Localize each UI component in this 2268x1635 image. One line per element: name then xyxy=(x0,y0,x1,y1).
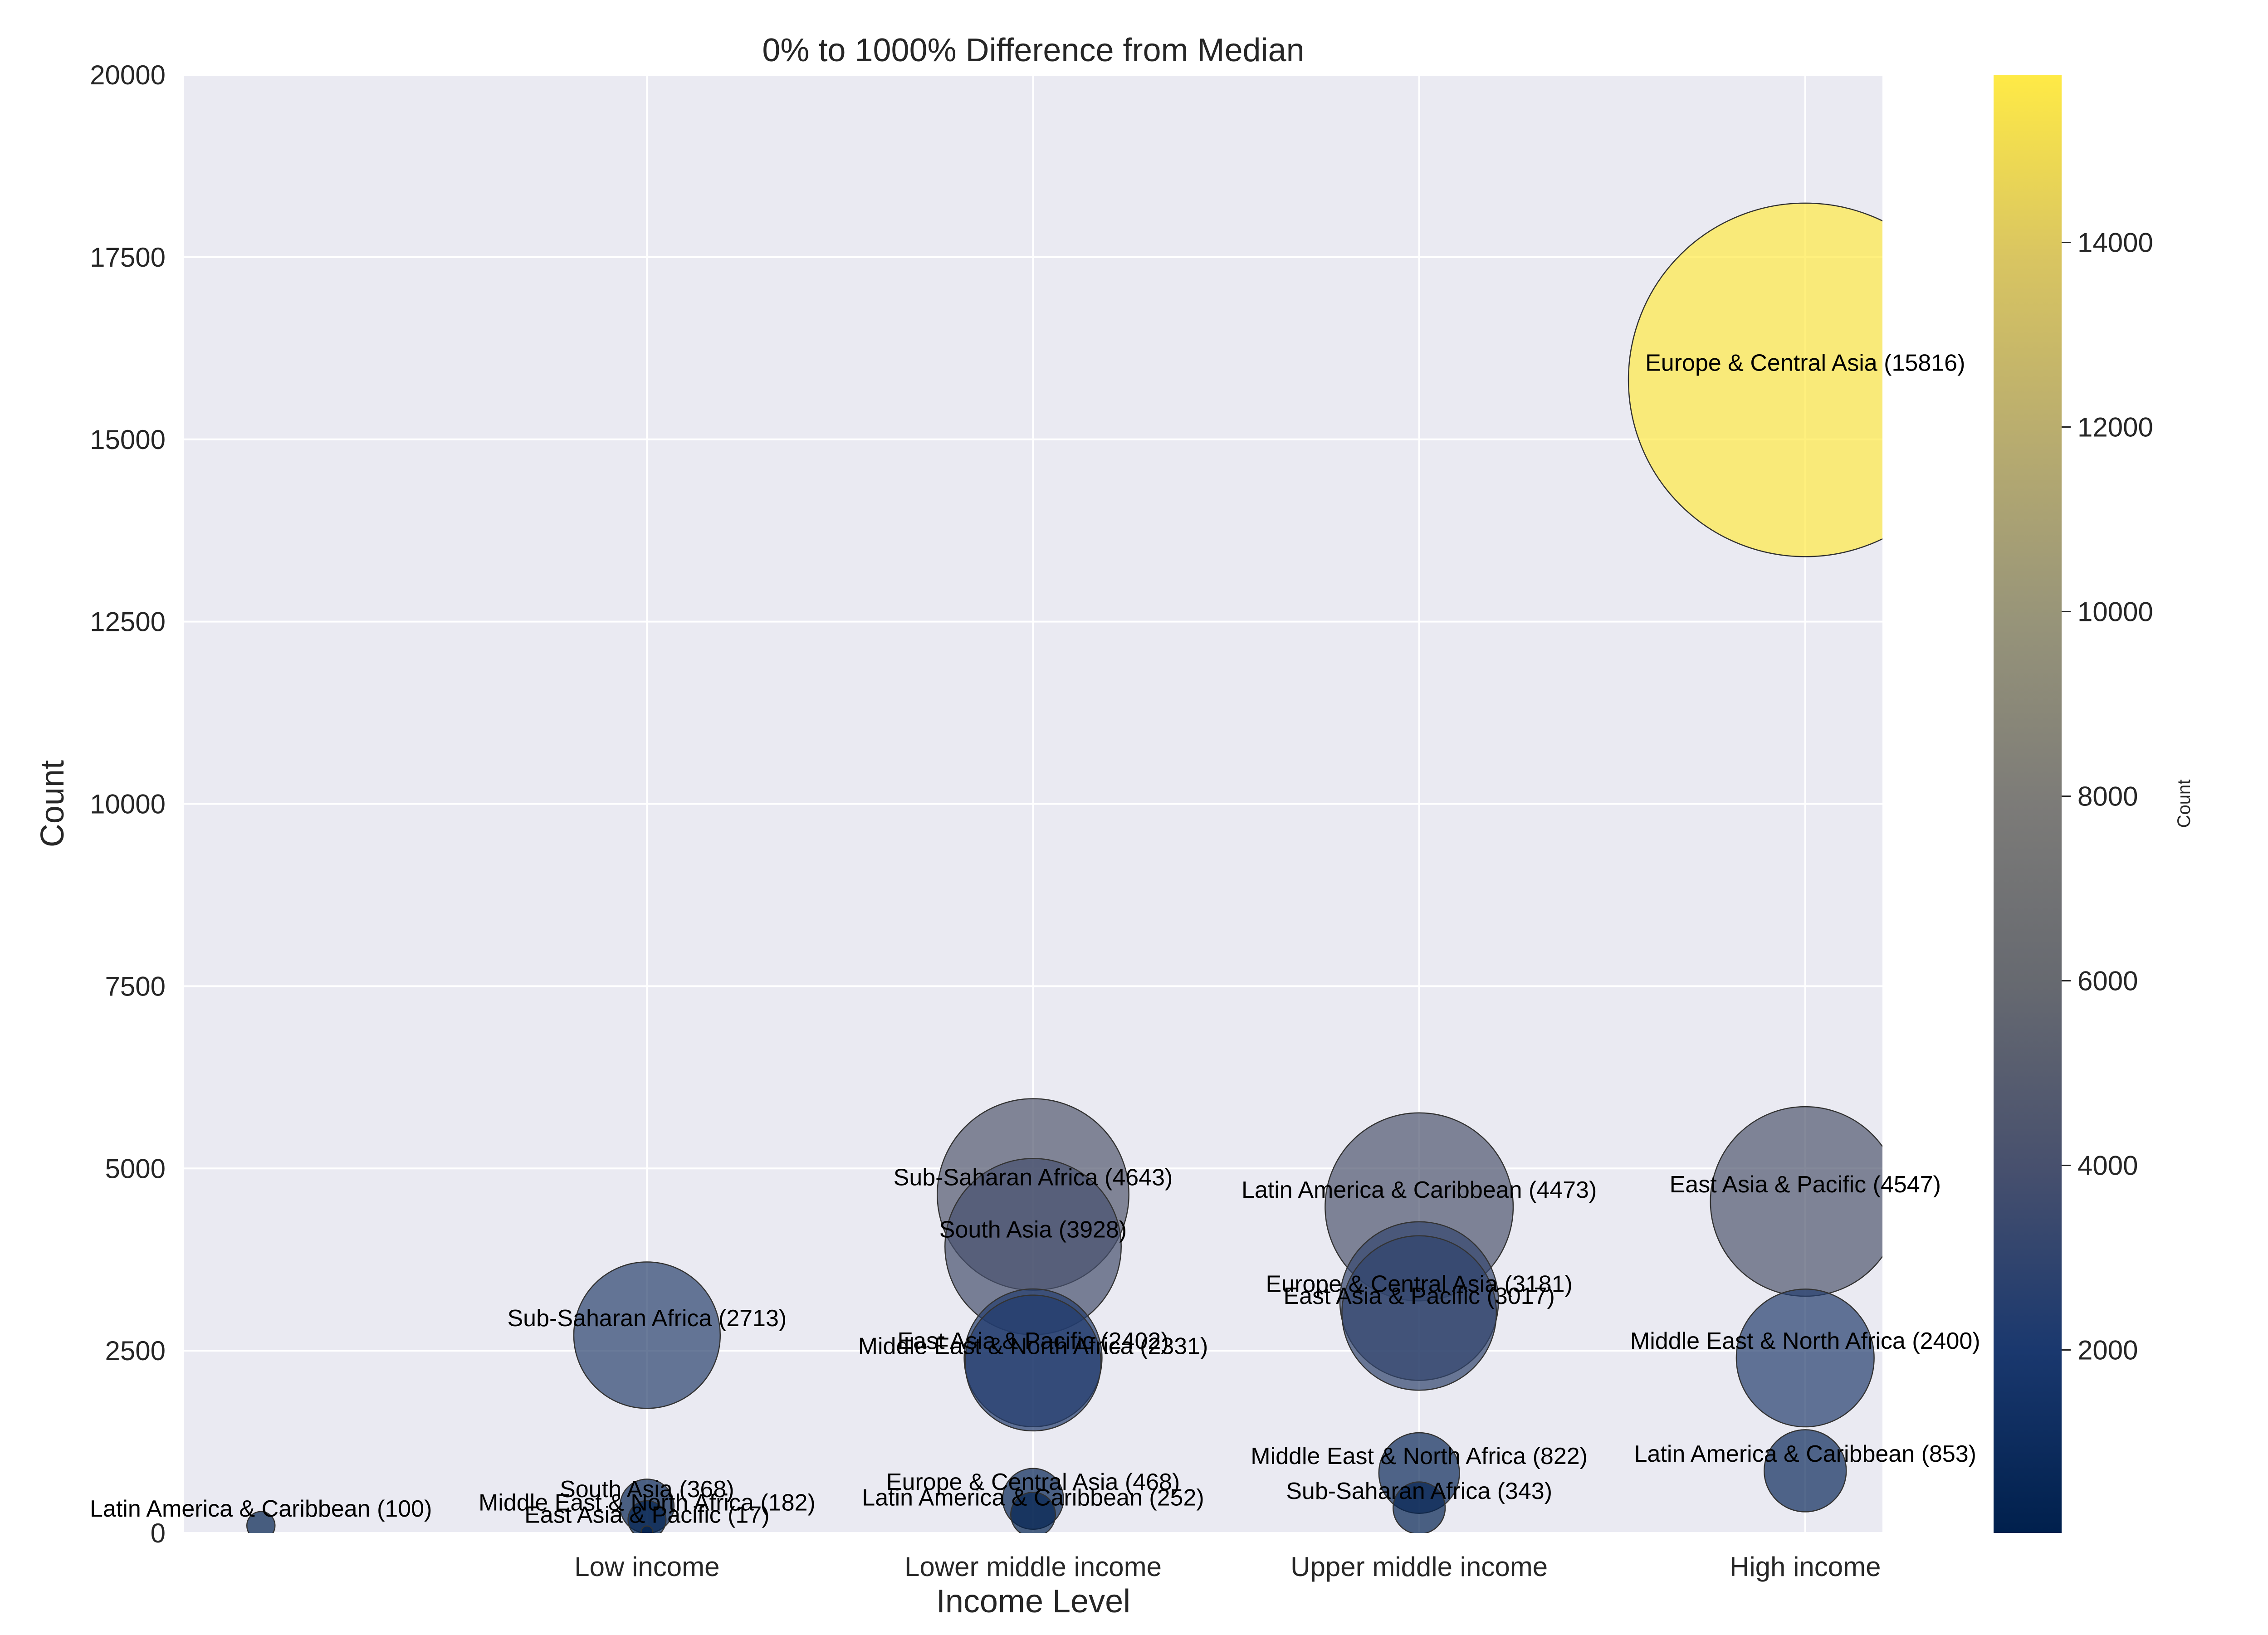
point-label: East Asia & Pacific (17) xyxy=(524,1502,769,1528)
point-label: Sub-Saharan Africa (4643) xyxy=(894,1165,1173,1191)
point-labels: Sub-Saharan Africa (2713) South Asia (368… xyxy=(90,350,1980,1528)
point-label: Europe & Central Asia (468) xyxy=(886,1469,1180,1495)
point-label: Middle East & North Africa (2400) xyxy=(1630,1328,1980,1354)
point-label: Middle East & North Africa (2331) xyxy=(858,1333,1208,1359)
bubble xyxy=(1341,1235,1497,1391)
y-tick-labels: 0 2500 5000 7500 10000 12500 15000 17500 20000 xyxy=(90,60,166,1548)
y-tick-label: 20000 xyxy=(90,60,166,90)
y-tick-label: 7500 xyxy=(105,971,166,1001)
point-label: Sub-Saharan Africa (2713) xyxy=(508,1305,787,1332)
colorbar-tick-label: 12000 xyxy=(2077,412,2153,443)
point-label: South Asia (368) xyxy=(560,1476,734,1503)
y-tick-label: 15000 xyxy=(90,425,166,455)
point-label: Sub-Saharan Africa (343) xyxy=(1286,1478,1552,1504)
y-tick-label: 12500 xyxy=(90,607,166,637)
point-label: South Asia (3928) xyxy=(939,1217,1127,1243)
bubbles xyxy=(246,202,1882,1533)
y-tick-label: 2500 xyxy=(105,1336,166,1366)
point-label: Latin America & Caribbean (100) xyxy=(90,1496,432,1522)
bubble xyxy=(1735,1288,1875,1428)
y-axis-title: Count xyxy=(34,760,71,847)
colorbar xyxy=(1994,75,2062,1533)
colorbar-tick-label: 8000 xyxy=(2077,781,2138,812)
colorbar-tick-label: 6000 xyxy=(2077,966,2138,996)
x-tick-label: Lower middle income xyxy=(904,1552,1162,1582)
x-tick-label: Low income xyxy=(574,1552,719,1582)
colorbar-tick-label: 4000 xyxy=(2077,1150,2138,1181)
point-label: Latin America & Caribbean (252) xyxy=(862,1484,1204,1511)
point-label: East Asia & Pacific (4547) xyxy=(1670,1171,1941,1198)
y-tick-label: 10000 xyxy=(90,789,166,820)
colorbar-title: Count xyxy=(2174,780,2194,828)
point-label: Latin America & Caribbean (4473) xyxy=(1242,1177,1597,1203)
y-tick-label: 5000 xyxy=(105,1153,166,1184)
colorbar-ticks: 2000 4000 6000 8000 10000 12000 14000 xyxy=(2062,228,2153,1365)
bubble xyxy=(640,1525,654,1533)
bubble xyxy=(1710,1106,1882,1297)
x-tick-labels: Low income Lower middle income Upper middl… xyxy=(574,1552,1881,1582)
point-label: East Asia & Pacific (3017) xyxy=(1283,1283,1554,1309)
point-label: Europe & Central Asia (15816) xyxy=(1645,350,1965,376)
colorbar-tick-label: 14000 xyxy=(2077,228,2153,258)
bubble xyxy=(573,1261,721,1409)
bubble xyxy=(1628,202,1882,557)
x-tick-label: High income xyxy=(1730,1552,1881,1582)
bubble xyxy=(1010,1492,1056,1533)
y-tick-label: 0 xyxy=(151,1518,166,1548)
chart-title: 0% to 1000% Difference from Median xyxy=(762,32,1304,68)
bubble xyxy=(964,1294,1102,1432)
point-label: Middle East & North Africa (822) xyxy=(1251,1443,1588,1469)
point-label: East Asia & Pacific (2402) xyxy=(897,1328,1168,1354)
bubble xyxy=(1393,1481,1446,1533)
point-label: Middle East & North Africa (182) xyxy=(479,1490,816,1516)
point-label: Europe & Central Asia (3181) xyxy=(1266,1271,1572,1298)
colorbar-tick-label: 10000 xyxy=(2077,597,2153,627)
x-tick-label: Upper middle income xyxy=(1290,1552,1548,1582)
bubble xyxy=(627,1500,667,1533)
colorbar-tick-label: 2000 xyxy=(2077,1335,2138,1365)
bubble xyxy=(1764,1429,1847,1513)
point-label: Latin America & Caribbean (853) xyxy=(1634,1441,1976,1467)
y-tick-label: 17500 xyxy=(90,242,166,273)
x-axis-title: Income Level xyxy=(936,1583,1130,1620)
bubble xyxy=(246,1511,276,1533)
